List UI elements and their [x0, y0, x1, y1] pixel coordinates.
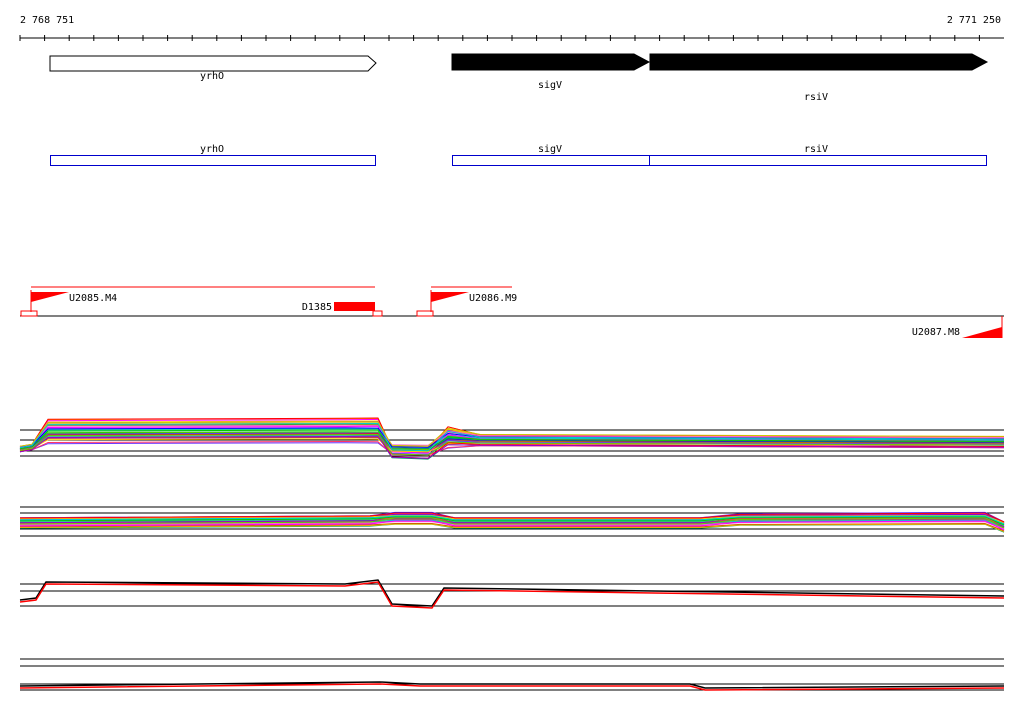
feature-flag	[431, 292, 469, 302]
feature-foot	[416, 310, 434, 317]
profile-line	[19, 515, 1005, 525]
profile-line	[19, 681, 1005, 689]
transcript-track: yrhO sigV rsiV	[50, 144, 987, 166]
transcript-box-rsiv[interactable]	[649, 155, 987, 166]
feature-foot	[372, 310, 383, 317]
expression-panel-2	[19, 506, 1005, 537]
profile-line	[19, 523, 1005, 532]
feature-label-u2085: U2085.M4	[69, 293, 117, 304]
transcript-label-rsiv: rsiV	[804, 144, 828, 155]
feature-u2085[interactable]: U2085.M4	[20, 290, 117, 317]
ruler-start-label: 2 768 751	[20, 15, 74, 26]
ruler-end-label: 2 771 250	[947, 15, 1001, 26]
gene-label-rsiv: rsiV	[804, 92, 828, 103]
profile-line	[19, 518, 1005, 528]
profile-line	[19, 433, 1005, 456]
expression-panel-3	[19, 579, 1005, 609]
feature-label-d1385: D1385	[302, 302, 332, 313]
gene-track: yrhO sigV rsiV	[49, 53, 989, 103]
feature-block	[334, 302, 375, 311]
profile-line	[19, 683, 1005, 691]
profile-line	[19, 429, 1005, 452]
gene-arrow-yrho[interactable]	[49, 55, 377, 72]
profile-line	[19, 516, 1005, 526]
feature-foot	[20, 310, 38, 317]
transcript-box-yrho[interactable]	[50, 155, 376, 166]
profile-line	[19, 440, 1005, 456]
profile-line	[19, 512, 1005, 523]
feature-u2087[interactable]: U2087.M8	[912, 316, 1003, 338]
feature-track: U2085.M4 D1385 U2086.M9 U2087.M8	[20, 286, 1004, 338]
feature-u2086[interactable]: U2086.M9	[416, 290, 517, 317]
gene-arrow-sigv[interactable]	[451, 53, 651, 71]
feature-label-u2087: U2087.M8	[912, 327, 960, 338]
profile-line	[19, 520, 1005, 531]
feature-d1385[interactable]: D1385	[302, 302, 383, 317]
transcript-label-sigv: sigV	[538, 144, 562, 155]
coordinate-ruler: 2 768 751 2 771 250	[19, 15, 1004, 41]
profile-line	[19, 517, 1005, 529]
feature-flag	[962, 327, 1002, 338]
feature-label-u2086: U2086.M9	[469, 293, 517, 304]
gene-label-yrho: yrhO	[200, 71, 224, 82]
profile-line	[19, 579, 1005, 607]
transcript-box-sigv[interactable]	[452, 155, 650, 166]
feature-flag	[31, 292, 69, 302]
profile-line	[19, 522, 1005, 532]
profile-line	[19, 435, 1005, 459]
transcript-label-yrho: yrhO	[200, 144, 224, 155]
profile-line	[19, 581, 1005, 609]
profile-line	[19, 422, 1005, 452]
expression-panel-1	[19, 417, 1005, 460]
ruler-ticks	[19, 35, 980, 41]
expression-panel-4	[19, 658, 1005, 691]
profile-line	[19, 432, 1005, 455]
profile-line	[19, 421, 1005, 447]
expression-panels	[19, 417, 1005, 691]
gene-label-sigv: sigV	[538, 80, 562, 91]
gene-arrow-rsiv[interactable]	[649, 53, 989, 71]
